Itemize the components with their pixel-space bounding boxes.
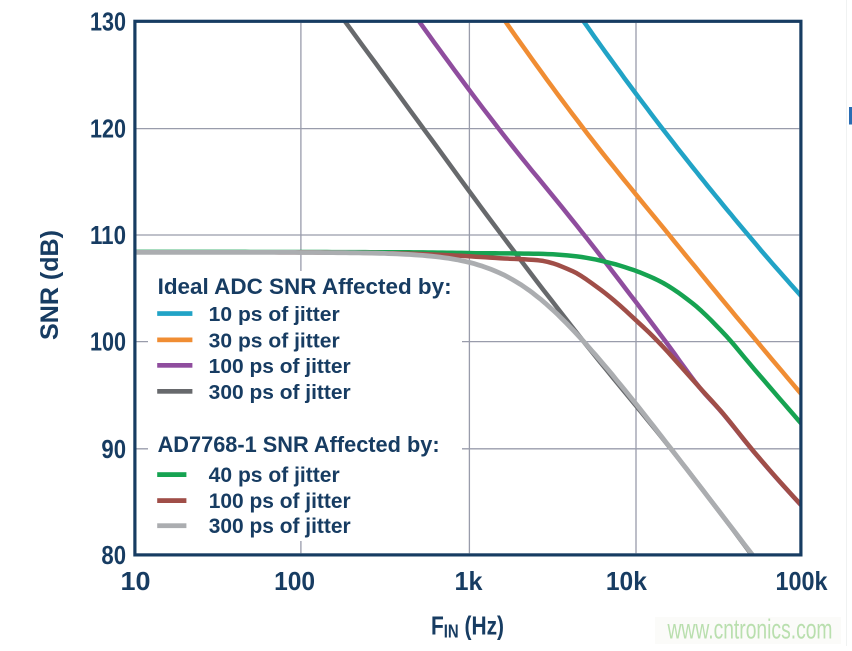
svg-text:10k: 10k xyxy=(606,566,648,596)
svg-text:110: 110 xyxy=(90,220,126,250)
svg-text:Ideal ADC SNR Affected by:: Ideal ADC SNR Affected by: xyxy=(158,274,452,299)
svg-text:10: 10 xyxy=(121,566,151,596)
svg-text:120: 120 xyxy=(90,114,126,144)
svg-text:100 ps of jitter: 100 ps of jitter xyxy=(209,490,351,513)
svg-text:100k: 100k xyxy=(776,566,828,596)
svg-text:www.cntronics.com: www.cntronics.com xyxy=(667,614,833,645)
svg-text:30 ps of jitter: 30 ps of jitter xyxy=(209,330,340,352)
svg-text:SNR (dB): SNR (dB) xyxy=(36,230,64,340)
svg-text:90: 90 xyxy=(101,434,126,464)
svg-text:100 ps of jitter: 100 ps of jitter xyxy=(209,356,351,378)
svg-text:FIN (Hz): FIN (Hz) xyxy=(431,611,504,642)
svg-text:130: 130 xyxy=(90,6,126,36)
svg-text:100: 100 xyxy=(90,327,126,357)
svg-text:40 ps of jitter: 40 ps of jitter xyxy=(209,464,340,487)
svg-text:300 ps of jitter: 300 ps of jitter xyxy=(209,382,351,404)
svg-text:80: 80 xyxy=(101,540,126,570)
svg-text:10 ps of jitter: 10 ps of jitter xyxy=(209,304,340,326)
svg-text:300 ps of jitter: 300 ps of jitter xyxy=(209,515,351,538)
svg-text:AD7768-1 SNR Affected by:: AD7768-1 SNR Affected by: xyxy=(158,432,440,457)
svg-text:1k: 1k xyxy=(455,566,484,596)
svg-text:100: 100 xyxy=(274,566,315,596)
